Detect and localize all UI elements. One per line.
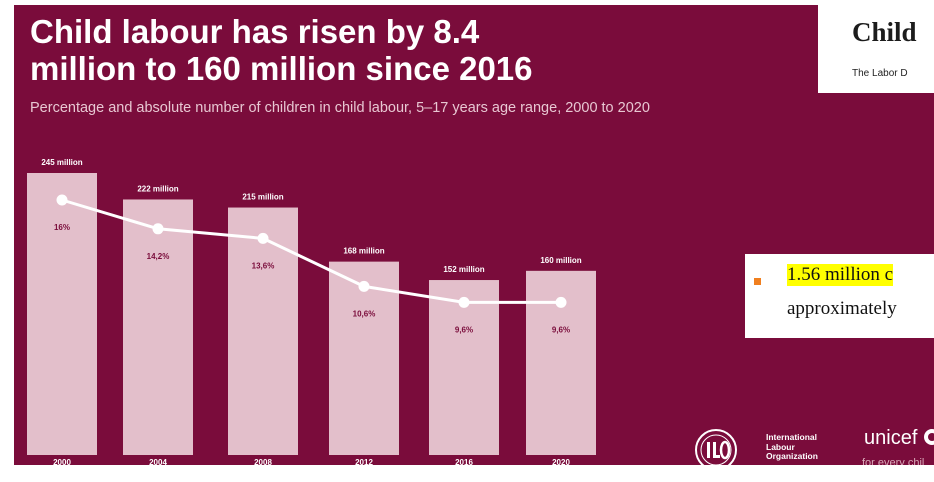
x-tick-label-2008: 2008 — [254, 458, 272, 465]
x-tick-label-2004: 2004 — [149, 458, 167, 465]
line-point-2008 — [257, 232, 269, 244]
percent-label-2000: 16% — [54, 223, 70, 232]
x-tick-label-2020: 2020 — [552, 458, 570, 465]
percentage-line — [61, 198, 561, 304]
line-point-2020 — [555, 296, 567, 308]
percent-label-2008: 13,6% — [252, 261, 275, 270]
chart-title: Child labour has risen by 8.4 million to… — [30, 13, 533, 87]
line-point-2016 — [458, 296, 470, 308]
ilo-line-3: Organization — [766, 451, 818, 461]
ilo-line-2: Labour — [766, 441, 795, 452]
bar-value-label-2020: 160 million — [540, 256, 581, 265]
bar-line-chart: 245 million 2000 222 million 2004 215 millio… — [27, 158, 596, 465]
title-line-1: Child labour has risen by 8.4 — [30, 13, 480, 50]
bar-2016 — [429, 280, 499, 455]
bar-2012 — [329, 261, 399, 455]
ilo-logo-icon — [695, 429, 737, 465]
overlay-title: Child — [852, 17, 917, 47]
line-point-2012 — [358, 280, 370, 292]
line-point-2004 — [152, 223, 164, 235]
unicef-logo: unicef — [864, 427, 934, 450]
globe-icon — [923, 429, 934, 445]
bar-value-label-2016: 152 million — [443, 265, 484, 274]
ilo-line-1: International — [766, 432, 818, 442]
overlay-fact-box: 1.56 million c approximately — [745, 254, 934, 338]
x-tick-label-2016: 2016 — [455, 458, 473, 465]
bar-2004 — [123, 199, 193, 455]
unicef-name: unicef — [864, 427, 918, 449]
percent-label-2004: 14,2% — [147, 252, 170, 261]
square-bullet-icon — [754, 278, 761, 285]
ilo-name: International Labour Organization — [766, 432, 818, 462]
percent-label-2016: 9,6% — [455, 325, 473, 334]
bar-value-label-2012: 168 million — [343, 247, 384, 256]
bar-value-label-2000: 245 million — [41, 158, 82, 167]
title-line-2: million to 160 million since 2016 — [30, 50, 533, 87]
overlay-article-header: Child The Labor D — [818, 5, 934, 93]
bar-value-label-2008: 215 million — [242, 193, 283, 202]
fact-line-1: 1.56 million c — [787, 264, 894, 286]
bar-2000 — [27, 173, 97, 455]
x-tick-label-2012: 2012 — [355, 458, 373, 465]
bar-2008 — [228, 207, 298, 455]
chart-subtitle: Percentage and absolute number of childr… — [30, 100, 650, 116]
line-point-2000 — [56, 194, 68, 206]
x-tick-label-2000: 2000 — [53, 458, 71, 465]
infographic: Child labour has risen by 8.4 million to… — [14, 5, 934, 465]
fact-line-2: approximately — [787, 298, 897, 319]
percent-label-2020: 9,6% — [552, 325, 570, 334]
percent-label-2012: 10,6% — [353, 309, 376, 318]
overlay-subtitle: The Labor D — [852, 68, 908, 79]
bar-value-label-2004: 222 million — [137, 184, 178, 193]
unicef-tagline: for every chil — [862, 457, 925, 465]
